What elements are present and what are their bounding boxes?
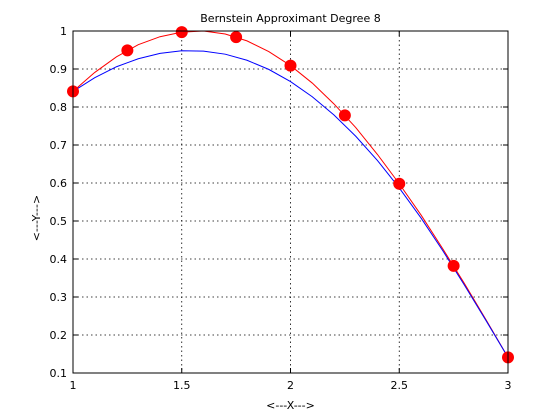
data-point [230,31,243,44]
plot-border [72,30,509,374]
data-point [338,109,351,122]
data-point [393,177,406,190]
y-tick-label: 0.9 [50,63,68,76]
y-tick-label: 0.1 [50,367,68,380]
y-tick-label: 1 [60,25,67,38]
x-tick-label: 1.5 [173,379,191,392]
y-tick-label: 0.6 [50,177,68,190]
x-tick-label: 3 [505,379,512,392]
y-tick-label: 0.4 [50,253,68,266]
x-tick-label: 2.5 [391,379,409,392]
y-tick-label: 0.5 [50,215,68,228]
y-tick-label: 0.2 [50,329,68,342]
x-axis-label: <---X---> [266,399,315,412]
y-tick-label: 0.8 [50,101,68,114]
chart-title: Bernstein Approximant Degree 8 [200,12,380,25]
x-tick-label: 1 [70,379,77,392]
grid [73,31,508,373]
y-axis-label: <---Y---> [30,195,43,241]
y-tick-label: 0.7 [50,139,68,152]
data-series [67,26,514,364]
x-tick-labels: 1 1.5 2 2.5 3 [70,379,512,392]
series-line [72,50,509,358]
y-tick-label: 0.3 [50,291,68,304]
y-tick-labels: 0.1 0.2 0.3 0.4 0.5 0.6 0.7 0.8 0.9 1 [50,25,68,380]
data-point [284,59,297,72]
data-point [121,44,134,57]
x-tick-label: 2 [287,379,294,392]
data-point [447,259,460,272]
data-point [175,26,188,39]
